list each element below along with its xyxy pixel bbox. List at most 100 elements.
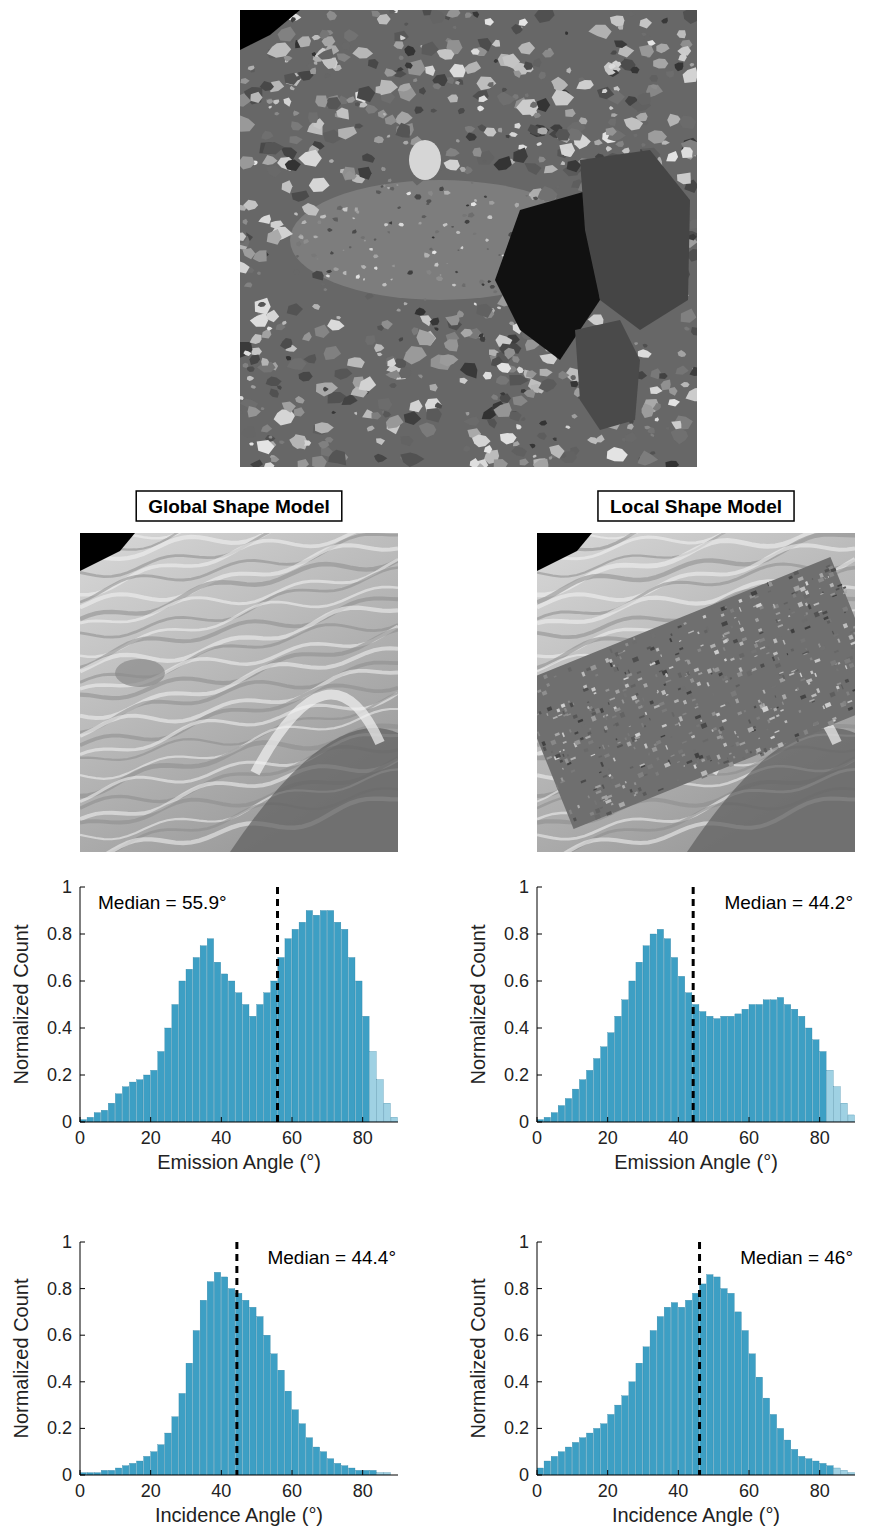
local-model-rock [773,707,777,711]
local-model-rock [735,698,739,703]
photo-rock [649,75,658,82]
photo-rock [679,116,697,130]
photo-rock [465,12,472,18]
local-model-rock [720,606,727,612]
bar [334,922,340,1122]
photo-rock [249,355,260,366]
photo-rock [243,351,251,356]
photo-rock [298,150,322,167]
bar [622,1396,628,1475]
local-model-rock [602,784,605,789]
local-model-rock [604,726,608,731]
local-model-rock [723,760,729,764]
photo-rock [315,325,330,338]
photo-rock [291,17,296,22]
bar [820,1463,826,1475]
photo-rock [517,367,524,374]
local-model-rock [716,754,720,759]
local-model-rock [654,660,660,665]
local-model-rock [615,738,617,740]
local-model-rock [792,593,796,598]
local-model-rock [694,667,700,672]
photo-rock [496,376,510,385]
local-model-rock [729,677,732,680]
photo-rock [471,182,474,184]
local-model-rock [702,615,706,619]
local-model-rock [644,725,647,727]
local-model-rock [587,731,591,735]
local-model-rock [683,765,685,766]
photo-rock [494,156,512,171]
bar [320,911,326,1123]
local-model-rock [706,755,711,761]
local-model-rock [609,697,615,701]
photo-rock [271,221,284,229]
bar [214,1272,220,1475]
local-model-rock [836,668,839,671]
photo-rock [416,329,435,345]
local-model-rock [578,719,584,723]
local-model-rock [723,743,727,747]
local-model-rock [613,664,615,666]
local-model-rock [798,576,804,581]
bar [221,1277,227,1475]
bar [151,1452,157,1475]
local-model-rock [756,603,762,608]
local-model-rock [802,651,808,654]
x-tick [80,1470,81,1475]
bar [137,1080,143,1122]
histogram: 02040608000.20.40.60.81Emission Angle (°… [467,877,856,1173]
bar [707,1016,713,1122]
local-model-rock [813,721,819,726]
y-tick-label: 0.6 [47,971,72,991]
bar [657,1317,663,1475]
photo-rock [472,11,479,18]
photo-rock [567,160,582,172]
y-tick-label: 1 [519,1232,529,1252]
bars [537,929,854,1122]
local-model-rock [754,706,757,709]
y-tick [537,1475,542,1476]
label-patch [95,891,230,914]
x-tick-label: 0 [532,1128,542,1148]
local-model-rock [845,679,850,683]
local-model-rock [648,754,650,756]
photo-rock [552,90,574,106]
local-model-rock [625,781,627,784]
photo-rock [310,68,316,75]
local-model-rock [710,760,712,762]
y-tick-label: 0.6 [504,1325,529,1345]
local-model-rock [711,729,713,732]
photo-rock [309,178,330,192]
bar [356,981,362,1122]
x-tick-label: 60 [282,1128,302,1148]
photo-rock [289,136,302,144]
bar [87,1117,93,1122]
bar [798,1016,804,1122]
photo-rock [463,417,479,426]
bar [228,1289,234,1475]
y-tick [80,1381,85,1382]
photo-rock [280,338,292,349]
photo-rock [291,121,303,130]
photo-rock [478,38,492,52]
photo-rock [426,202,430,205]
local-model-rock [618,802,625,808]
local-model-rock [782,675,785,680]
bar [827,1070,833,1122]
photo-rock [357,86,375,102]
bar [158,1052,164,1123]
photo-rock [331,411,336,414]
local-model-rock [812,700,815,702]
local-model-rock [837,690,839,692]
local-model-rock [611,803,614,806]
bar [264,993,270,1122]
local-model-rock [571,769,576,773]
photo-rock [686,388,698,402]
local-model-rock [615,689,620,694]
local-model-rock [587,706,590,709]
local-model-rock [760,752,765,757]
bar [685,1300,691,1475]
x-tick-label: 40 [668,1481,688,1501]
local-model-rock [615,722,619,726]
